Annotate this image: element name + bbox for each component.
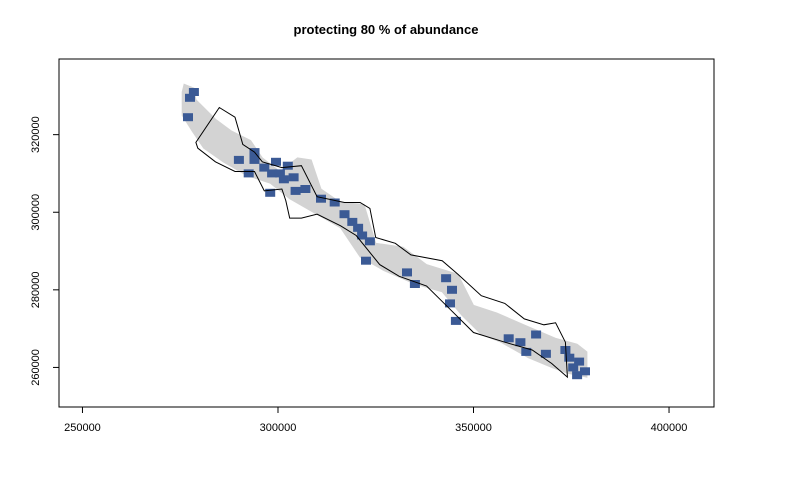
x-tick-label: 300000	[260, 422, 297, 434]
protected-unit	[574, 357, 585, 366]
y-tick-label: 300000	[30, 194, 42, 231]
chart-title: protecting 80 % of abundance	[293, 22, 479, 37]
protected-unit	[357, 231, 368, 240]
protected-unit	[364, 237, 375, 246]
protected-unit	[329, 198, 340, 207]
protected-unit	[188, 88, 199, 96]
y-tick-label: 260000	[30, 349, 42, 386]
protected-unit	[339, 210, 350, 219]
protected-unit	[521, 347, 532, 356]
protected-unit	[564, 353, 575, 362]
protected-unit	[572, 371, 583, 380]
protected-unit	[183, 113, 193, 122]
protected-unit	[300, 185, 311, 193]
y-tick-label: 280000	[30, 271, 42, 308]
protected-unit	[233, 155, 244, 164]
boundary-outline	[195, 106, 568, 379]
protected-unit	[540, 349, 551, 358]
y-tick-label: 320000	[30, 116, 42, 153]
map-layers	[181, 83, 590, 380]
protected-unit	[278, 175, 289, 184]
axes: 250000 300000 350000 400000 260000 280000 3000…	[30, 116, 687, 434]
protected-unit	[441, 274, 452, 283]
protected-unit	[409, 280, 420, 288]
protected-unit	[361, 256, 371, 265]
protected-unit	[450, 316, 461, 325]
protected-unit	[445, 299, 455, 308]
protected-unit	[447, 285, 457, 294]
protected-unit	[580, 367, 590, 376]
x-tick-label: 400000	[651, 422, 688, 434]
protected-unit	[288, 173, 299, 182]
x-tick-label: 350000	[455, 422, 492, 434]
protected-unit	[249, 155, 260, 164]
x-tick-label: 250000	[64, 422, 101, 434]
protected-unit	[274, 169, 285, 178]
plot-frame	[58, 58, 715, 408]
protected-unit	[271, 157, 281, 166]
protected-unit	[531, 330, 542, 339]
protected-unit	[267, 169, 278, 178]
protected-unit	[282, 161, 293, 170]
protected-unit	[568, 363, 579, 372]
protected-unit	[316, 194, 326, 203]
protected-unit	[243, 169, 254, 178]
protected-unit	[353, 223, 364, 232]
habitat-extent	[181, 83, 588, 378]
protected-unit	[515, 338, 526, 347]
protected-unit	[402, 268, 412, 277]
protected-unit	[347, 217, 358, 226]
protected-unit	[259, 163, 270, 172]
protected-unit	[265, 188, 276, 197]
protected-unit	[185, 93, 195, 102]
protected-unit	[503, 334, 514, 343]
protected-unit	[290, 186, 301, 195]
